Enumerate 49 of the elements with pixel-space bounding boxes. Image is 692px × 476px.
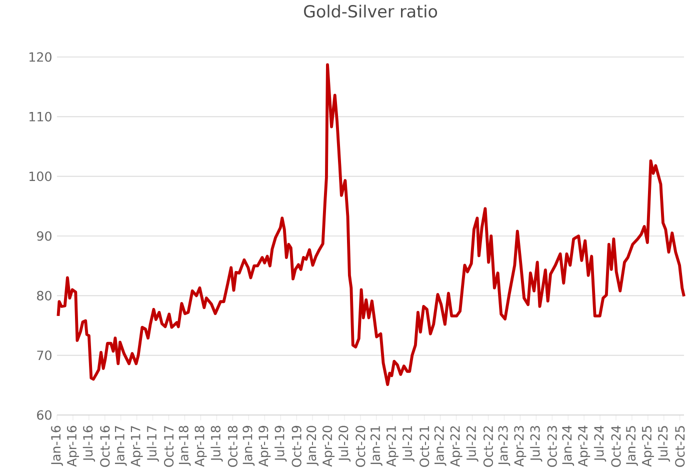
y-tick-label: 60 [37, 410, 52, 420]
x-tick-label: Jul-21 [402, 426, 414, 462]
x-tick-label: Apr-25 [642, 426, 654, 467]
x-tick-label: Jan-19 [242, 426, 255, 466]
x-tick-label: Jul-23 [530, 426, 542, 462]
x-tick-label: Jan-21 [370, 426, 382, 466]
chart-title: Gold-Silver ratio [304, 4, 438, 18]
x-tick-label: Jan-16 [51, 426, 63, 466]
y-tick-label: 80 [37, 290, 52, 300]
y-tick-label: 70 [37, 350, 52, 360]
x-tick-label: Jul-20 [338, 426, 351, 462]
x-tick-label: Apr-24 [578, 426, 590, 467]
x-tick-label: Apr-21 [386, 426, 398, 467]
y-tick-label: 110 [30, 112, 52, 122]
x-tick-label: Jan-20 [306, 426, 319, 466]
x-tick-label: Jul-25 [658, 426, 670, 462]
x-tick-label: Jul-16 [82, 426, 96, 462]
x-tick-label: Oct-22 [483, 426, 494, 467]
x-tick-label: Apr-23 [514, 426, 526, 467]
x-tick-label: Apr-20 [322, 426, 335, 467]
x-tick-label: Apr-17 [130, 426, 143, 467]
y-tick-label: 100 [30, 172, 52, 182]
y-tick-label: 90 [36, 231, 52, 241]
x-tick-label: Jul-17 [146, 426, 159, 462]
x-tick-label: Oct-16 [100, 426, 110, 467]
x-tick-label: Jul-22 [466, 426, 478, 462]
x-tick-label: Jul-18 [210, 426, 223, 462]
x-tick-label: Oct-24 [611, 426, 621, 467]
x-tick-label: Oct-18 [228, 426, 238, 467]
x-tick-label: Jan-24 [562, 426, 574, 466]
x-tick-label: Jan-18 [178, 426, 191, 466]
x-tick-label: Oct-25 [675, 426, 685, 467]
x-tick-label: Oct-17 [164, 426, 174, 467]
x-tick-label: Jan-25 [626, 426, 638, 466]
x-tick-label: Jul-19 [274, 426, 287, 462]
x-tick-label: Jan-23 [498, 426, 510, 466]
x-tick-label: Apr-18 [194, 426, 207, 467]
x-tick-label: Apr-22 [450, 426, 462, 467]
x-tick-label: Jul-24 [594, 426, 606, 462]
x-tick-label: Oct-20 [356, 426, 366, 467]
y-tick-label: 120 [30, 52, 52, 62]
x-tick-label: Jan-17 [114, 426, 127, 466]
x-tick-label: Apr-16 [66, 426, 79, 467]
x-tick-label: Jan-22 [434, 426, 446, 466]
line-series [56, 63, 686, 386]
x-tick-label: Oct-23 [547, 426, 557, 467]
x-tick-label: Oct-21 [420, 426, 430, 467]
x-tick-label: Apr-19 [258, 426, 271, 467]
x-tick-label: Oct-19 [292, 426, 302, 467]
